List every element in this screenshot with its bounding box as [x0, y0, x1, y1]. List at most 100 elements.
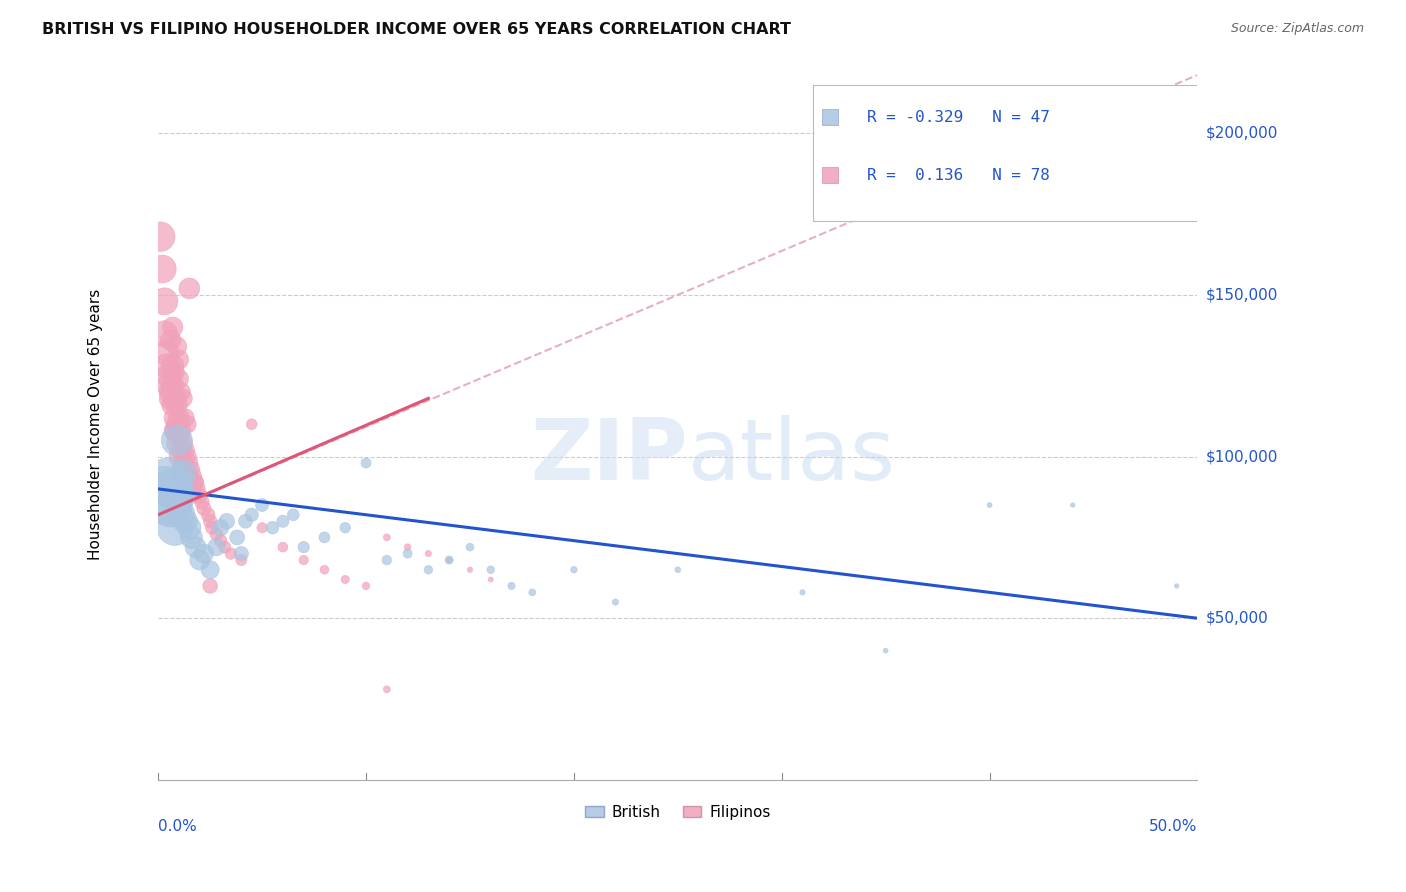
Point [180, 530, 202, 544]
Point [283, 508, 305, 522]
Point [179, 456, 201, 470]
Point [562, 563, 585, 577]
Point [458, 563, 481, 577]
Text: Source: ZipAtlas.com: Source: ZipAtlas.com [1230, 22, 1364, 36]
Point [375, 530, 398, 544]
Point [437, 553, 460, 567]
Point [215, 514, 238, 528]
Legend: British, Filipinos: British, Filipinos [579, 798, 776, 826]
Point [157, 378, 180, 392]
Text: BRITISH VS FILIPINO HOUSEHOLDER INCOME OVER 65 YEARS CORRELATION CHART: BRITISH VS FILIPINO HOUSEHOLDER INCOME O… [42, 22, 792, 37]
Point [396, 547, 419, 561]
Point [226, 530, 249, 544]
Point [188, 488, 211, 502]
Point [501, 579, 523, 593]
Text: $100,000: $100,000 [1206, 449, 1278, 464]
Text: Householder Income Over 65 years: Householder Income Over 65 years [89, 289, 103, 560]
Point [170, 424, 193, 438]
Point [605, 595, 627, 609]
Point [167, 372, 190, 386]
Point [172, 456, 194, 470]
Point [240, 417, 263, 432]
Point [159, 333, 181, 347]
Point [1166, 579, 1188, 593]
Point [170, 443, 193, 458]
Point [167, 352, 190, 367]
Point [262, 521, 284, 535]
Text: 0.0%: 0.0% [159, 819, 197, 834]
Point [271, 514, 294, 528]
Point [174, 410, 197, 425]
Point [335, 573, 357, 587]
Point [193, 501, 215, 516]
Point [150, 262, 173, 277]
Point [172, 392, 194, 406]
Point [163, 424, 186, 438]
Point [166, 340, 188, 354]
Point [354, 579, 377, 593]
Point [396, 540, 419, 554]
Point [205, 527, 228, 541]
Point [187, 482, 209, 496]
Point [1062, 498, 1084, 512]
Point [197, 508, 219, 522]
FancyBboxPatch shape [813, 85, 1229, 220]
Point [179, 521, 201, 535]
Point [166, 434, 188, 448]
Point [176, 450, 198, 464]
Point [250, 521, 273, 535]
Point [166, 398, 188, 412]
Point [188, 553, 211, 567]
Point [174, 514, 197, 528]
Point [163, 521, 186, 535]
Point [163, 366, 186, 380]
Text: ZIP: ZIP [530, 415, 688, 498]
Point [166, 436, 188, 450]
Point [180, 462, 202, 476]
Point [153, 326, 176, 341]
Point [418, 563, 440, 577]
Text: R =  0.136   N = 78: R = 0.136 N = 78 [868, 168, 1050, 183]
Point [818, 168, 841, 182]
Point [209, 533, 232, 548]
Point [205, 540, 228, 554]
Point [180, 482, 202, 496]
Point [375, 682, 398, 697]
Point [314, 563, 336, 577]
Point [172, 466, 194, 480]
Point [250, 498, 273, 512]
Point [163, 424, 186, 438]
Point [184, 475, 207, 490]
Point [314, 530, 336, 544]
Point [167, 450, 190, 464]
Point [201, 521, 224, 535]
Point [418, 547, 440, 561]
Point [170, 508, 193, 522]
Point [162, 378, 184, 392]
Point [479, 573, 502, 587]
Point [818, 110, 841, 124]
Point [176, 469, 198, 483]
Point [155, 346, 177, 360]
Point [231, 553, 253, 567]
Point [198, 579, 221, 593]
Point [157, 368, 180, 383]
Point [479, 563, 502, 577]
Text: 50.0%: 50.0% [1149, 819, 1198, 834]
Point [666, 563, 689, 577]
Point [240, 508, 263, 522]
Point [153, 294, 176, 309]
Point [159, 392, 181, 406]
Point [792, 585, 814, 599]
Point [437, 553, 460, 567]
Point [214, 540, 236, 554]
Point [198, 514, 221, 528]
Point [235, 514, 257, 528]
Point [170, 384, 193, 399]
Point [193, 547, 215, 561]
Point [162, 398, 184, 412]
Point [159, 384, 181, 399]
Point [163, 410, 186, 425]
Text: $200,000: $200,000 [1206, 126, 1278, 141]
Point [875, 643, 897, 657]
